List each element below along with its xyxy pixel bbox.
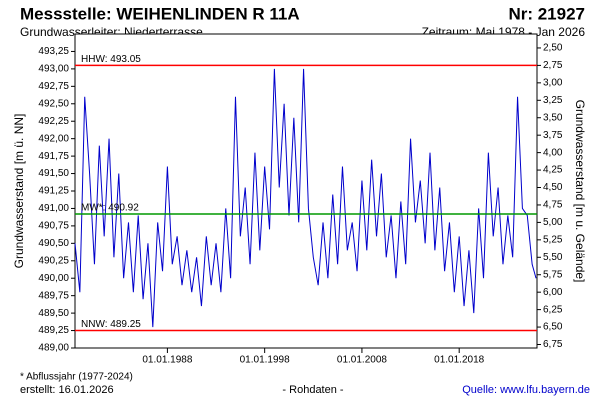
created-date: erstellt: 16.01.2026 bbox=[20, 384, 114, 396]
y2-tick-label: 4,25 bbox=[543, 165, 563, 176]
y2-tick-label: 2,50 bbox=[543, 43, 563, 54]
y2-tick-label: 3,00 bbox=[543, 77, 563, 88]
y2-tick-label: 3,25 bbox=[543, 95, 563, 106]
y2-tick-label: 4,00 bbox=[543, 147, 563, 158]
reference-label: MW*: 490.92 bbox=[81, 203, 139, 214]
x-tick-label: 01.01.1988 bbox=[142, 355, 192, 366]
y2-tick-label: 5,00 bbox=[543, 217, 563, 228]
y-tick-label: 490,25 bbox=[38, 255, 69, 266]
y-axis-label: Grundwasserstand [m ü. NN] bbox=[12, 114, 26, 269]
y2-tick-label: 5,25 bbox=[543, 234, 563, 245]
y2-tick-label: 6,50 bbox=[543, 322, 563, 333]
x-tick-label: 01.01.2018 bbox=[434, 355, 484, 366]
y-tick-label: 491,50 bbox=[38, 168, 69, 179]
y2-axis-label: Grundwasserstand [m u. Gelände] bbox=[573, 100, 587, 283]
footnote: * Abflussjahr (1977-2024) bbox=[20, 372, 133, 383]
y-tick-label: 489,25 bbox=[38, 325, 69, 336]
y2-tick-label: 5,50 bbox=[543, 252, 563, 263]
series-line bbox=[74, 68, 537, 328]
y-tick-label: 491,00 bbox=[38, 203, 69, 214]
y-tick-label: 489,00 bbox=[38, 343, 69, 354]
y2-tick-label: 4,50 bbox=[543, 182, 563, 193]
y-tick-label: 490,00 bbox=[38, 273, 69, 284]
y-tick-label: 492,00 bbox=[38, 133, 69, 144]
y2-tick-label: 6,25 bbox=[543, 304, 563, 315]
y2-tick-label: 6,00 bbox=[543, 287, 563, 298]
y-tick-label: 493,00 bbox=[38, 64, 69, 75]
station-number: Nr: 21927 bbox=[508, 4, 585, 23]
source-link[interactable]: Quelle: www.lfu.bayern.de bbox=[462, 384, 590, 396]
reference-label: HHW: 493.05 bbox=[81, 54, 141, 65]
y-tick-label: 490,75 bbox=[38, 221, 69, 232]
y-tick-label: 492,50 bbox=[38, 98, 69, 109]
chart-title: Messstelle: WEIHENLINDEN R 11A bbox=[20, 4, 300, 23]
y-tick-label: 491,25 bbox=[38, 186, 69, 197]
x-tick-label: 01.01.2008 bbox=[337, 355, 387, 366]
y2-tick-label: 5,75 bbox=[543, 269, 563, 280]
y-tick-label: 491,75 bbox=[38, 151, 69, 162]
y-tick-label: 489,75 bbox=[38, 290, 69, 301]
reference-label: NNW: 489.25 bbox=[81, 319, 141, 330]
y2-tick-label: 4,75 bbox=[543, 200, 563, 211]
y2-tick-label: 3,75 bbox=[543, 130, 563, 141]
raw-data-note: - Rohdaten - bbox=[282, 384, 343, 396]
y2-tick-label: 6,75 bbox=[543, 339, 563, 350]
x-tick-label: 01.01.1998 bbox=[240, 355, 290, 366]
y-tick-label: 493,25 bbox=[38, 46, 69, 57]
y2-tick-label: 2,75 bbox=[543, 60, 563, 71]
y2-tick-label: 3,50 bbox=[543, 112, 563, 123]
plot-area bbox=[74, 33, 538, 349]
y-tick-label: 492,75 bbox=[38, 81, 69, 92]
y-tick-label: 490,50 bbox=[38, 238, 69, 249]
y-tick-label: 489,50 bbox=[38, 308, 69, 319]
y-tick-label: 492,25 bbox=[38, 116, 69, 127]
